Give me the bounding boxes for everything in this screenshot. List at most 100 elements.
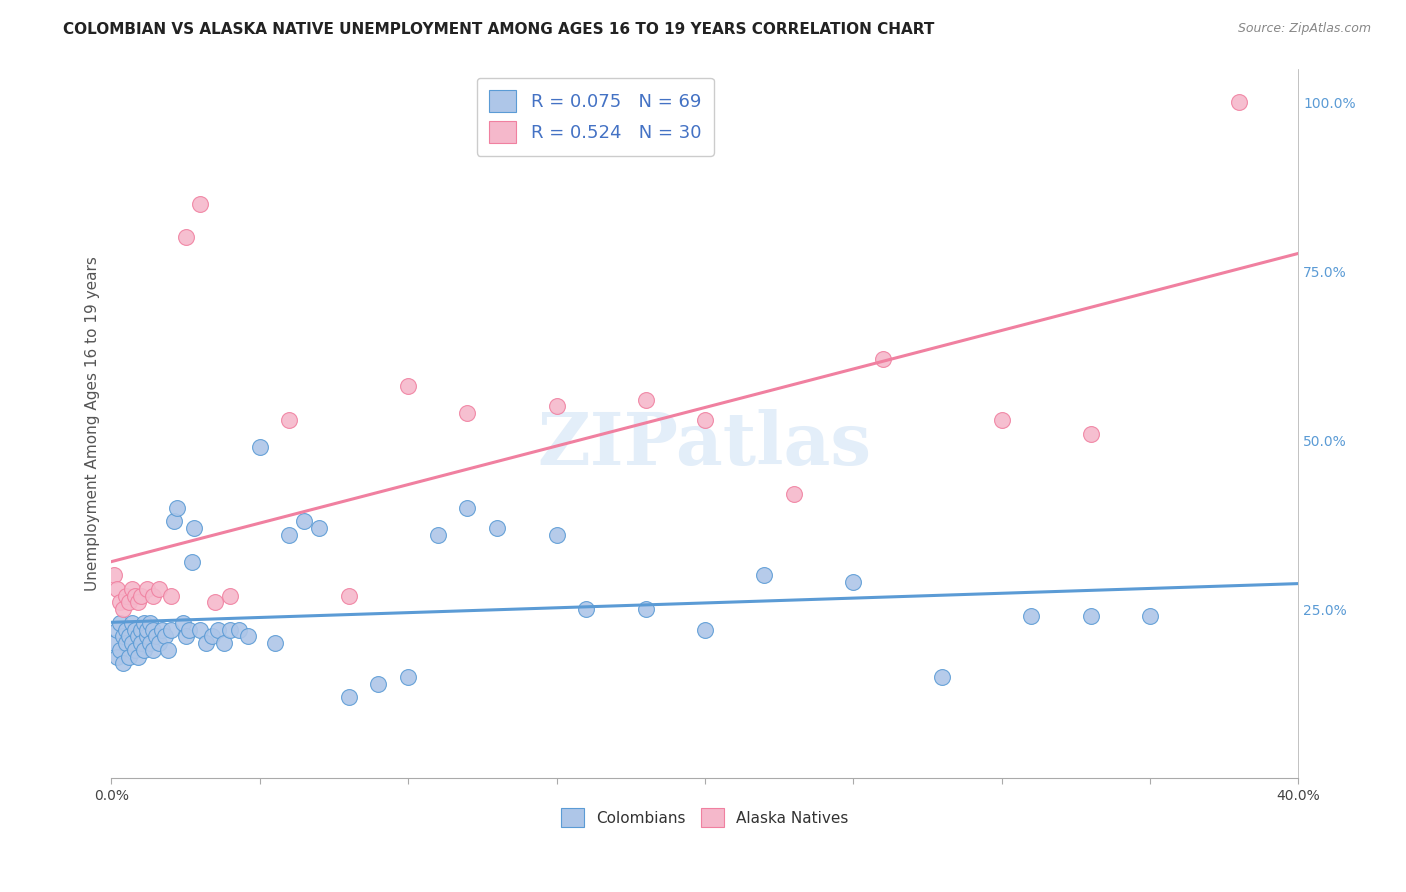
Point [263, 636, 285, 650]
Point [129, 589, 152, 603]
Point [132, 615, 155, 630]
Point [112, 602, 135, 616]
Point [172, 615, 194, 630]
Point [124, 623, 146, 637]
Point [127, 649, 149, 664]
Y-axis label: Unemployment Among Ages 16 to 19 years: Unemployment Among Ages 16 to 19 years [86, 256, 100, 591]
Point [337, 589, 360, 603]
Point [236, 629, 259, 643]
Point [634, 602, 657, 616]
Text: ZIPatlas: ZIPatlas [538, 409, 872, 480]
Point [1227, 95, 1250, 110]
Point [190, 196, 212, 211]
Point [292, 515, 315, 529]
Point [457, 406, 479, 420]
Point [693, 413, 716, 427]
Point [121, 615, 143, 630]
Point [105, 649, 128, 664]
Point [139, 615, 162, 630]
Point [212, 636, 235, 650]
Point [121, 636, 143, 650]
Point [112, 657, 135, 671]
Point [204, 595, 226, 609]
Point [1139, 609, 1161, 624]
Point [121, 582, 143, 596]
Point [219, 623, 242, 637]
Point [1019, 609, 1042, 624]
Point [872, 352, 894, 367]
Point [150, 623, 173, 637]
Point [159, 589, 181, 603]
Point [1080, 426, 1102, 441]
Point [142, 623, 165, 637]
Point [337, 690, 360, 705]
Point [129, 636, 152, 650]
Point [129, 623, 152, 637]
Point [396, 670, 419, 684]
Point [115, 623, 138, 637]
Point [118, 595, 141, 609]
Point [931, 670, 953, 684]
Point [159, 623, 181, 637]
Point [195, 636, 218, 650]
Point [1080, 609, 1102, 624]
Legend: Colombians, Alaska Natives: Colombians, Alaska Natives [554, 800, 856, 834]
Point [103, 636, 125, 650]
Point [105, 623, 128, 637]
Point [396, 379, 419, 393]
Point [219, 589, 242, 603]
Point [124, 589, 146, 603]
Point [183, 521, 205, 535]
Point [153, 629, 176, 643]
Point [754, 568, 776, 582]
Point [308, 521, 330, 535]
Point [127, 629, 149, 643]
Point [148, 582, 170, 596]
Point [148, 636, 170, 650]
Point [103, 568, 125, 582]
Point [190, 623, 212, 637]
Point [166, 500, 188, 515]
Point [110, 642, 132, 657]
Point [110, 615, 132, 630]
Point [486, 521, 509, 535]
Point [163, 515, 186, 529]
Point [278, 413, 301, 427]
Point [426, 528, 449, 542]
Point [575, 602, 598, 616]
Point [634, 392, 657, 407]
Point [142, 642, 165, 657]
Point [249, 440, 271, 454]
Point [142, 589, 165, 603]
Point [145, 629, 167, 643]
Point [139, 636, 162, 650]
Point [174, 629, 197, 643]
Point [136, 623, 159, 637]
Point [124, 642, 146, 657]
Point [180, 555, 202, 569]
Point [278, 528, 301, 542]
Point [546, 528, 568, 542]
Point [115, 589, 138, 603]
Point [207, 623, 229, 637]
Point [783, 487, 806, 501]
Point [127, 595, 149, 609]
Text: Source: ZipAtlas.com: Source: ZipAtlas.com [1237, 22, 1371, 36]
Point [367, 676, 389, 690]
Point [546, 400, 568, 414]
Point [115, 636, 138, 650]
Point [201, 629, 224, 643]
Point [136, 582, 159, 596]
Point [174, 230, 197, 244]
Point [110, 595, 132, 609]
Point [132, 642, 155, 657]
Point [136, 629, 159, 643]
Point [693, 623, 716, 637]
Point [112, 629, 135, 643]
Point [457, 500, 479, 515]
Point [118, 629, 141, 643]
Point [228, 623, 250, 637]
Point [118, 649, 141, 664]
Point [177, 623, 200, 637]
Point [842, 575, 865, 590]
